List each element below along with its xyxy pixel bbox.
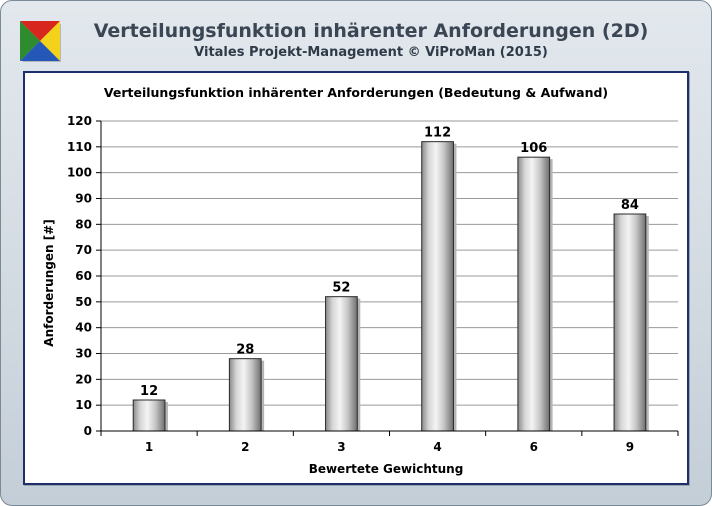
viproman-logo-icon: [20, 21, 61, 62]
x-tick-label: 3: [337, 440, 345, 454]
x-tick-label: 6: [530, 440, 538, 454]
data-label: 12: [140, 384, 158, 399]
bar: [325, 296, 358, 432]
bar: [421, 141, 454, 432]
y-tick-label: 40: [75, 321, 92, 335]
y-tick-label: 30: [75, 347, 92, 361]
logo-right-triangle: [40, 21, 60, 61]
app-title: Verteilungsfunktion inhärenter Anforderu…: [93, 20, 649, 42]
logo-left-triangle: [20, 21, 40, 61]
chart-title: Verteilungsfunktion inhärenter Anforderu…: [104, 85, 608, 100]
y-tick-label: 120: [67, 114, 92, 128]
y-tick-label: 60: [75, 269, 92, 283]
data-label: 52: [332, 281, 350, 296]
y-tick-label: 20: [75, 372, 92, 386]
logo-bottom-triangle: [20, 41, 60, 61]
y-tick-label: 50: [75, 295, 92, 309]
chart-panel: Verteilungsfunktion inhärenter Anforderu…: [23, 71, 689, 485]
bar: [613, 213, 647, 432]
y-tick-label: 0: [84, 424, 92, 438]
x-axis-title: Bewertete Gewichtung: [309, 462, 464, 476]
data-label: 84: [621, 198, 639, 213]
app-subtitle: Vitales Projekt-Management © ViProMan (2…: [194, 45, 548, 60]
gridlines: [101, 120, 678, 406]
bar-chart: Verteilungsfunktion inhärenter Anforderu…: [42, 85, 679, 476]
y-tick-label: 100: [67, 166, 92, 180]
x-tick-label: 9: [626, 440, 634, 454]
bar: [517, 156, 551, 432]
data-label: 112: [424, 126, 451, 141]
x-tick-label: 2: [241, 440, 249, 454]
bars: 12 28 52 112 106 84: [132, 126, 649, 432]
y-tick-label: 90: [75, 192, 92, 206]
y-tick-label: 70: [75, 243, 92, 257]
x-tick-label: 1: [145, 440, 153, 454]
y-tick-label: 110: [67, 140, 92, 154]
y-tick-label: 10: [75, 398, 92, 412]
data-label: 28: [236, 343, 254, 358]
bar: [132, 399, 166, 432]
logo-top-triangle: [20, 21, 60, 41]
data-label: 106: [520, 141, 547, 156]
bar: [228, 358, 262, 432]
y-tick-label: 80: [75, 217, 92, 231]
y-axis-title: Anforderungen [#]: [42, 219, 56, 346]
x-tick-label: 4: [433, 440, 441, 454]
